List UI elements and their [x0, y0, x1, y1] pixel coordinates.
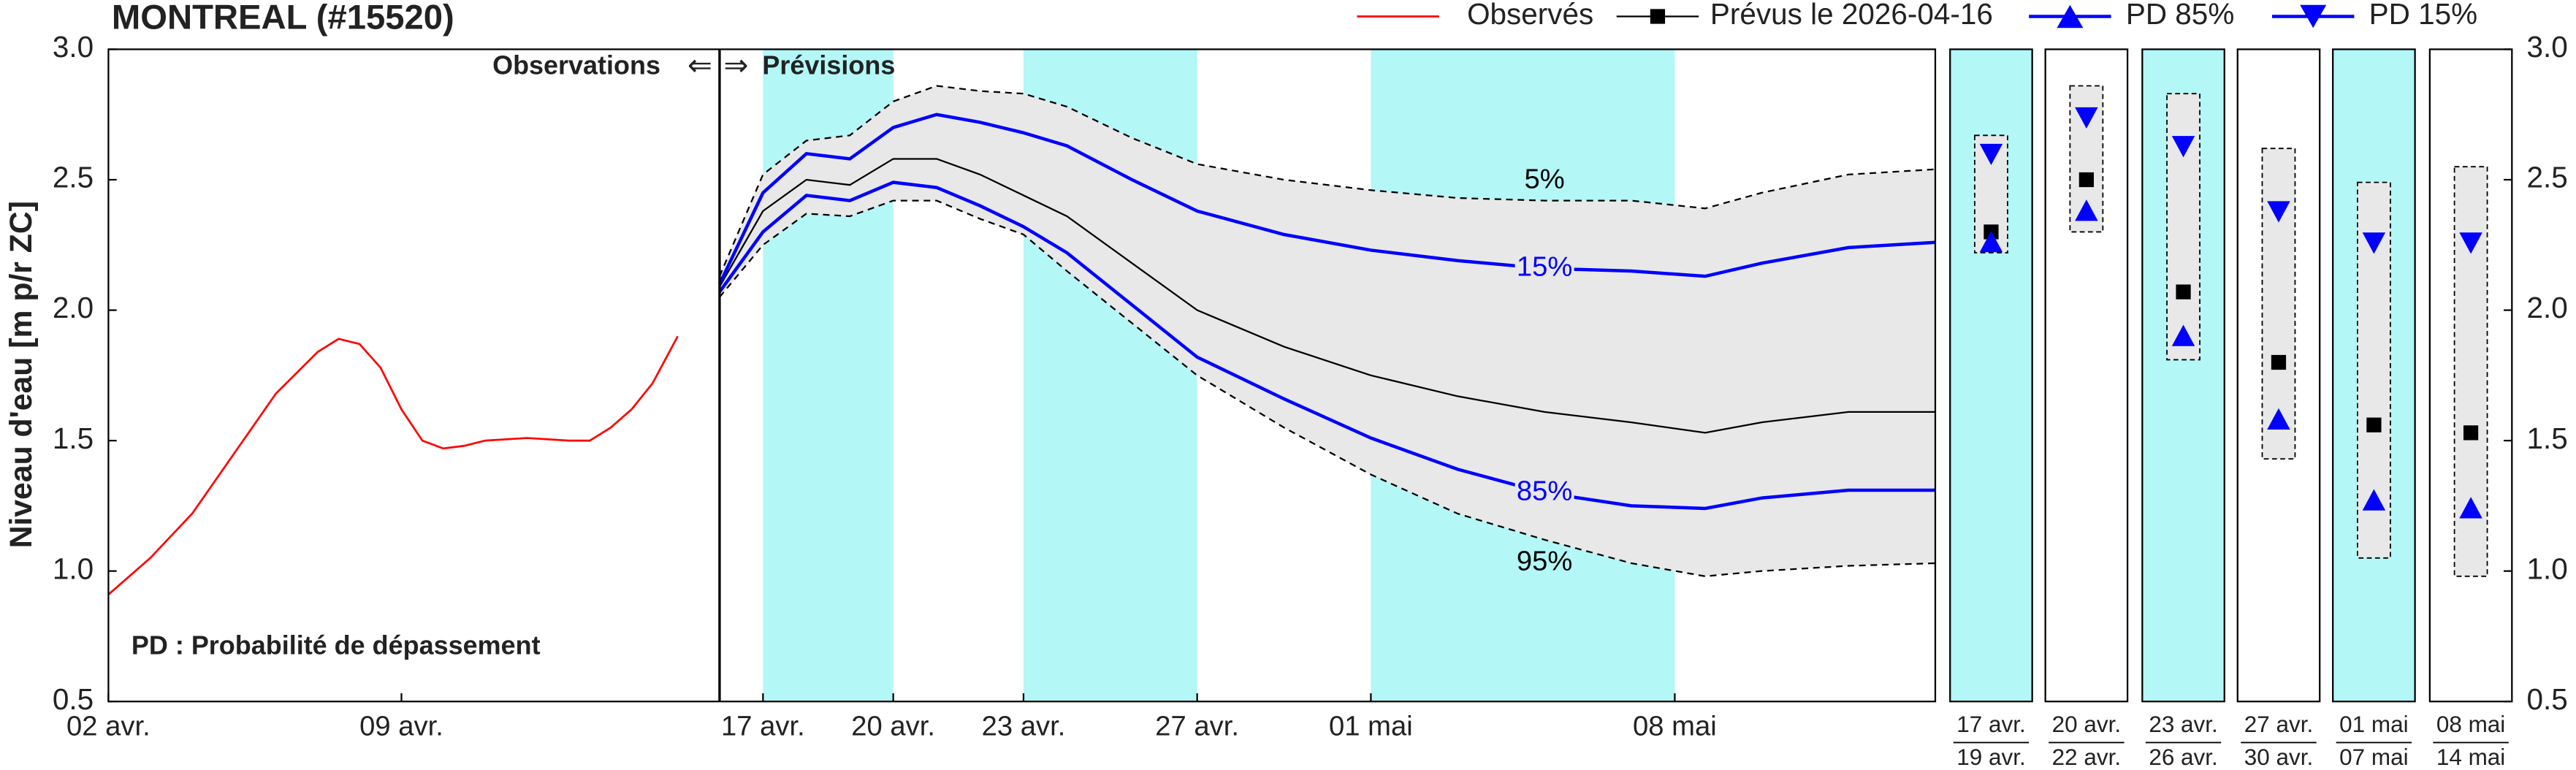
y-tick-label: 2.5 [2527, 161, 2568, 194]
week-frame [1949, 48, 2033, 703]
observed-line [107, 335, 679, 595]
pd-marker [2362, 232, 2386, 254]
week-end-label: 22 avr. [2052, 744, 2121, 770]
week-end-label: 07 mai [2339, 744, 2408, 770]
right-arrow: ⇒ [723, 48, 748, 82]
forecast-marker [2176, 284, 2191, 300]
pd-marker [2171, 136, 2195, 158]
week-start-label: 23 avr. [2149, 712, 2217, 737]
week-start-label: 01 mai [2339, 712, 2408, 737]
data [107, 85, 2488, 595]
series-label: 15% [1517, 251, 1573, 283]
legend-label: Observés [1467, 0, 1593, 31]
x-tick-label: 17 avr. [721, 710, 805, 742]
x-tick-label: 20 avr. [851, 710, 935, 742]
pd-marker [2171, 324, 2195, 346]
y-tick-label: 3.0 [2527, 30, 2568, 64]
pd-marker [2267, 201, 2290, 223]
week-frame [2044, 48, 2129, 703]
forecast-marker [2366, 417, 2382, 432]
observations-label: Observations [492, 50, 660, 80]
y-tick-label: 2.0 [2527, 291, 2568, 324]
pd-marker [2459, 497, 2482, 519]
y-tick-label: 1.0 [2527, 552, 2568, 585]
y-tick-label: 2.5 [53, 161, 94, 194]
note-background [121, 628, 615, 667]
x-tick-label: 02 avr. [66, 710, 150, 742]
uncertainty-band [719, 85, 1935, 576]
legend-marker [1650, 9, 1666, 24]
week-end-label: 14 mai [2436, 744, 2505, 770]
pd-marker [2267, 408, 2290, 430]
note: PD : Probabilité de dépassement [132, 630, 541, 660]
pd-marker [2075, 107, 2098, 129]
series-label-background [1514, 254, 1574, 283]
left-arrow: ⇐ [687, 48, 712, 82]
pd-marker [1979, 230, 2003, 253]
week-frame [2141, 48, 2225, 703]
y-tick-label: 1.5 [2527, 422, 2568, 455]
forecast-marker [2271, 354, 2287, 370]
y-tick-label: 3.0 [53, 30, 94, 64]
week-end-label: 19 avr. [1956, 744, 2025, 770]
y-axis-title: Niveau d'eau [m p/r ZC] [4, 201, 39, 548]
legend-marker [2300, 4, 2327, 28]
legend-label: Prévus le 2026-04-16 [1710, 0, 1993, 31]
y-tick-label: 1.0 [53, 552, 94, 585]
week-end-label: 26 avr. [2149, 744, 2217, 770]
forecast-line [719, 199, 1936, 577]
chart-title: MONTREAL (#15520) [112, 0, 454, 37]
series-label: 95% [1517, 545, 1573, 576]
series-label-background [1514, 478, 1574, 508]
forecast-marker [2463, 425, 2479, 441]
x-tick-label: 01 mai [1329, 710, 1413, 742]
foreground: MONTREAL (#15520) Niveau d'eau [m p/r ZC… [4, 0, 2568, 770]
x-tick-label: 09 avr. [359, 710, 443, 742]
forecast-line [718, 180, 1935, 511]
week-start-label: 08 mai [2436, 712, 2505, 737]
week-range [2166, 93, 2200, 361]
y-tick-label: 0.5 [2527, 682, 2568, 716]
forecasts-label: Prévisions [762, 50, 895, 80]
legend-marker [2057, 4, 2084, 28]
plot-frame [107, 48, 1937, 703]
legend-label: PD 15% [2369, 0, 2477, 31]
week-start-label: 20 avr. [2052, 712, 2121, 737]
y-tick-label: 0.5 [53, 682, 94, 716]
x-tick-label: 27 avr. [1155, 710, 1239, 742]
pd-marker [1979, 143, 2003, 166]
pd-marker [2459, 232, 2482, 254]
x-tick-label: 08 mai [1633, 710, 1717, 742]
week-start-label: 17 avr. [1956, 712, 2025, 737]
pd-marker [2362, 489, 2386, 511]
week-end-label: 30 avr. [2244, 744, 2313, 770]
week-frame [2428, 48, 2513, 703]
forecast-marker [2078, 172, 2094, 188]
x-tick-label: 23 avr. [982, 710, 1066, 742]
pd-marker [2075, 199, 2098, 221]
series-label: 5% [1524, 164, 1564, 195]
forecast-line [718, 158, 1935, 434]
week-frame [2332, 48, 2416, 703]
y-tick-label: 2.0 [53, 291, 94, 324]
y-tick-label: 1.5 [53, 422, 94, 455]
week-start-label: 27 avr. [2244, 712, 2313, 737]
forecast-line [718, 85, 1936, 277]
week-range [2261, 148, 2296, 460]
forecast-line [717, 113, 1936, 285]
series-label: 85% [1517, 476, 1573, 507]
week-frame [2236, 48, 2321, 703]
legend-label: PD 85% [2126, 0, 2234, 31]
